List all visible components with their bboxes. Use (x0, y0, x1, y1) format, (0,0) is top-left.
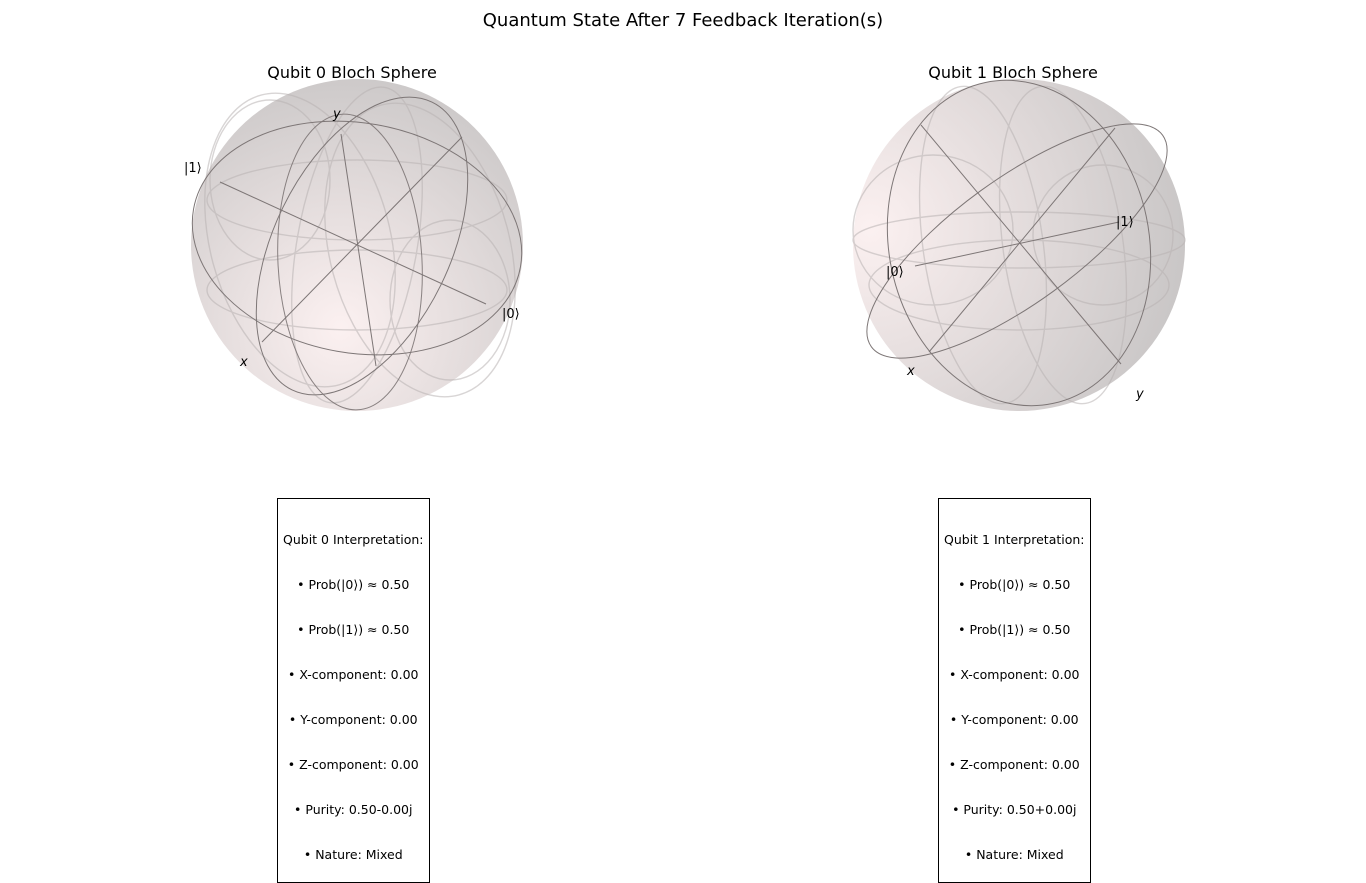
axis-label-y: y (332, 107, 341, 122)
interpretation-line: • Purity: 0.50-0.00j (294, 802, 413, 817)
figure-title: Quantum State After 7 Feedback Iteration… (482, 10, 884, 31)
bloch-sphere-qubit-0: Qubit 0 Bloch Sphere |1⟩ y |0⟩ x (184, 63, 523, 411)
sphere-wireframe (866, 79, 1168, 407)
interpretation-line: • Z-component: 0.00 (287, 757, 419, 772)
axis-label-one: |1⟩ (184, 161, 202, 176)
interpretation-line: • Z-component: 0.00 (948, 757, 1080, 772)
axis-label-x: x (239, 355, 248, 370)
interpretation-line: • Nature: Mixed (303, 847, 403, 862)
interpretation-line: • Prob(|1⟩) ≈ 0.50 (958, 622, 1071, 637)
sphere-surface (853, 79, 1185, 411)
interpretation-line: • Y-component: 0.00 (288, 712, 418, 727)
axis-label-y: y (1135, 387, 1144, 402)
interpretation-line: • X-component: 0.00 (948, 667, 1080, 682)
interpretation-line: • Prob(|1⟩) ≈ 0.50 (297, 622, 410, 637)
sphere-grid (204, 86, 516, 404)
interpretation-heading: Qubit 1 Interpretation: (944, 532, 1085, 547)
interpretation-line: • Purity: 0.50+0.00j (952, 802, 1077, 817)
axis-label-x: x (906, 364, 915, 379)
sphere-wireframe (191, 96, 523, 411)
interpretation-line: • Prob(|0⟩) ≈ 0.50 (958, 577, 1071, 592)
sphere-title: Qubit 0 Bloch Sphere (267, 63, 437, 82)
interpretation-line: • Nature: Mixed (964, 847, 1064, 862)
sphere-grid (852, 85, 1186, 405)
axis-label-zero: |0⟩ (886, 265, 904, 280)
interpretation-line: • Prob(|0⟩) ≈ 0.50 (297, 577, 410, 592)
interpretation-line: • Y-component: 0.00 (949, 712, 1079, 727)
interpretation-heading: Qubit 0 Interpretation: (283, 532, 424, 547)
interpretation-line: • X-component: 0.00 (287, 667, 419, 682)
bloch-sphere-qubit-1: Qubit 1 Bloch Sphere |1⟩ |0⟩ x y (852, 63, 1186, 411)
axis-label-zero: |0⟩ (502, 307, 520, 322)
interpretation-box-qubit-1: Qubit 1 Interpretation: • Prob(|0⟩) ≈ 0.… (938, 498, 1091, 883)
axis-label-one: |1⟩ (1116, 215, 1134, 230)
sphere-title: Qubit 1 Bloch Sphere (928, 63, 1098, 82)
interpretation-box-qubit-0: Qubit 0 Interpretation: • Prob(|0⟩) ≈ 0.… (277, 498, 430, 883)
